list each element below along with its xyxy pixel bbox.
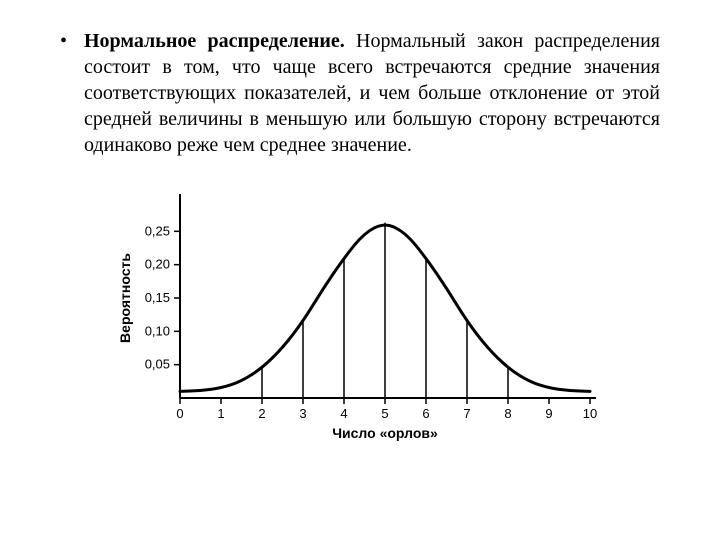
chart-svg: 0 1 2 3 4 5 6 7 8 9 10 0,05 0,10 0,15 0,20 0,25 Число «о… — [110, 188, 610, 448]
normal-distribution-chart: 0 1 2 3 4 5 6 7 8 9 10 0,05 0,10 0,15 0,20 0,25 Число «о… — [110, 188, 610, 453]
x-tick-label: 1 — [217, 406, 224, 421]
paragraph: Нормальное распределение. Нормальный зак… — [84, 28, 660, 158]
x-tick-label: 3 — [299, 406, 306, 421]
x-tick-label: 9 — [545, 406, 552, 421]
bullet-glyph: • — [60, 28, 84, 54]
x-tick-label: 7 — [463, 406, 470, 421]
y-tick-label: 0,20 — [145, 257, 170, 272]
x-tick-label: 2 — [258, 406, 265, 421]
heading: Нормальное распределение. — [84, 30, 345, 52]
x-tick-label: 10 — [583, 406, 597, 421]
y-tick-label: 0,25 — [145, 223, 170, 238]
x-tick-label: 5 — [381, 406, 388, 421]
x-tick-label: 0 — [176, 406, 183, 421]
y-axis-label: Вероятность — [117, 253, 133, 343]
y-tick-label: 0,15 — [145, 290, 170, 305]
y-tick-label: 0,05 — [145, 357, 170, 372]
x-tick-label: 8 — [504, 406, 511, 421]
x-tick-label: 6 — [422, 406, 429, 421]
bullet-item: • Нормальное распределение. Нормальный з… — [60, 28, 660, 158]
y-tick-label: 0,10 — [145, 323, 170, 338]
x-axis-label: Число «орлов» — [332, 425, 438, 441]
x-tick-label: 4 — [340, 406, 347, 421]
